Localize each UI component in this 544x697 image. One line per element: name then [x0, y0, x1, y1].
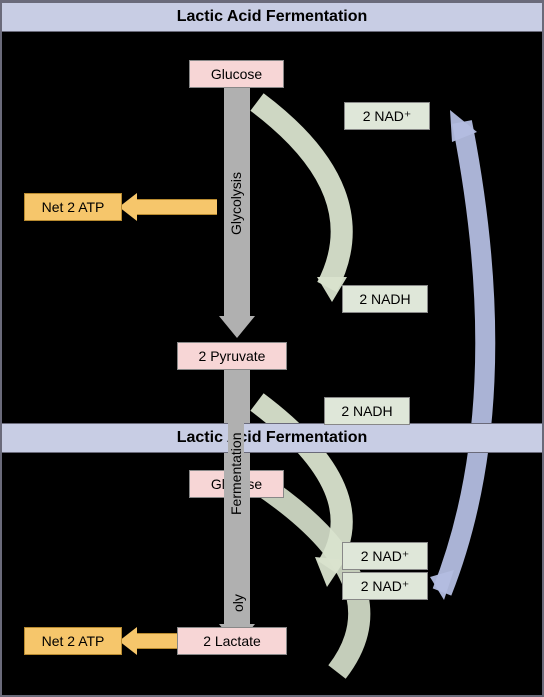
node-nadplus-bot2: 2 NAD⁺	[342, 572, 428, 600]
node-nadh-mid2: 2 NADH	[324, 397, 410, 425]
curve-recycle-blue	[422, 102, 542, 612]
label-fermentation: Fermentation	[228, 407, 244, 517]
title-bar-1: Lactic Acid Fermentation	[2, 2, 542, 32]
orange-arrow-shaft-1	[137, 199, 217, 215]
node-pyruvate: 2 Pyruvate	[177, 342, 287, 370]
node-nadplus-top: 2 NAD⁺	[344, 102, 430, 130]
node-nadplus-bot1: 2 NAD⁺	[342, 542, 428, 570]
label-gly2: oly	[230, 584, 246, 614]
node-glucose: Glucose	[189, 60, 284, 88]
node-atp-2: Net 2 ATP	[24, 627, 122, 655]
node-lactate: 2 Lactate	[177, 627, 287, 655]
label-glycolysis: Glycolysis	[228, 147, 244, 237]
title-bar-2: Lactic Acid Fermentation	[2, 423, 542, 453]
arrow-glycolysis-head	[219, 316, 255, 338]
title-text-2: Lactic Acid Fermentation	[177, 429, 368, 447]
node-atp-1: Net 2 ATP	[24, 193, 122, 221]
diagram-container: Lactic Acid Fermentation Lactic Acid Fer…	[0, 0, 544, 697]
node-nadh-mid: 2 NADH	[342, 285, 428, 313]
title-text-1: Lactic Acid Fermentation	[177, 8, 368, 26]
orange-arrow-shaft-2	[137, 633, 177, 649]
